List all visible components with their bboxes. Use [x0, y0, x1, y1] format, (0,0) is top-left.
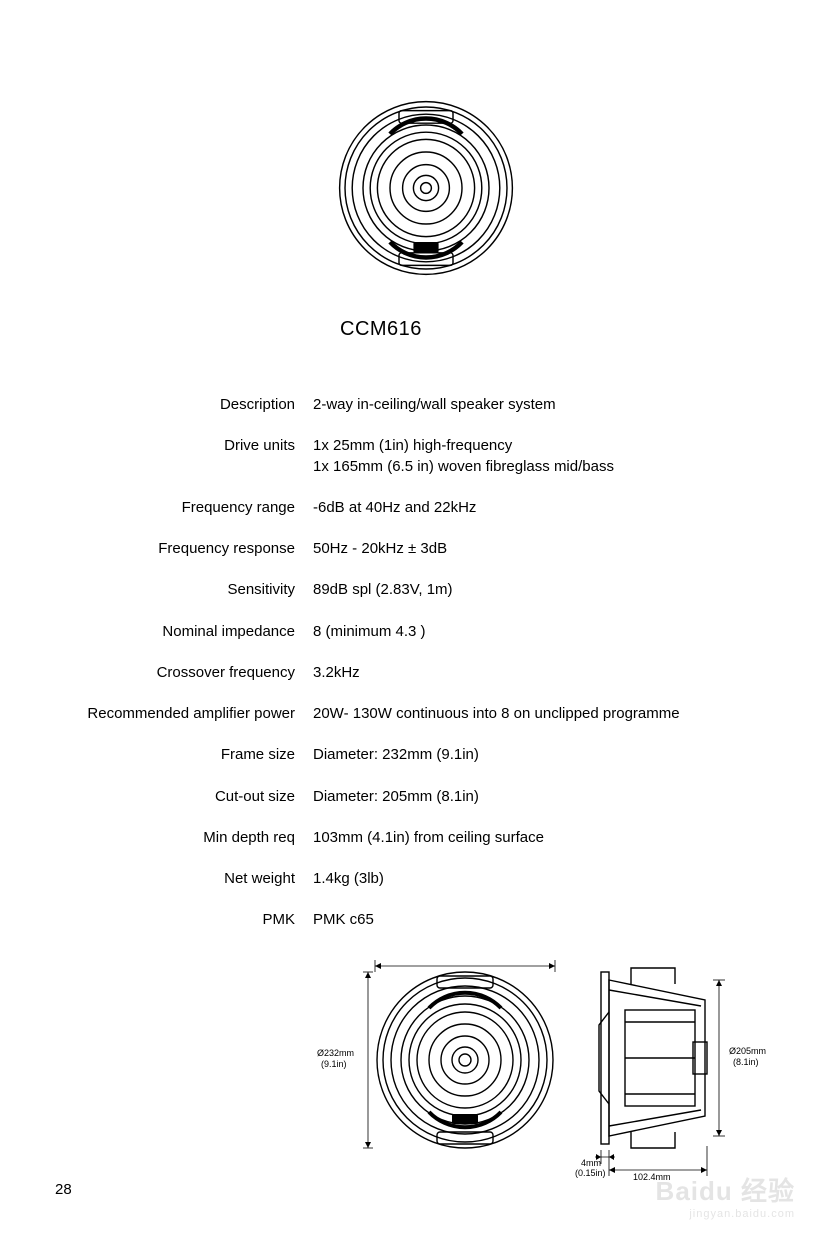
spec-label: PMK — [30, 910, 313, 930]
flange-depth-label: 4mm — [581, 1158, 601, 1168]
page-number: 28 — [55, 1181, 72, 1198]
spec-table: Description2-way in-ceiling/wall speaker… — [30, 395, 810, 931]
spec-label: Min depth req — [30, 828, 313, 848]
spec-row: Nominal impedance8 (minimum 4.3 ) — [30, 622, 810, 642]
spec-value: 89dB spl (2.83V, 1m) — [313, 580, 810, 600]
spec-row: Cut-out sizeDiameter: 205mm (8.1in) — [30, 787, 810, 807]
spec-label: Crossover frequency — [30, 663, 313, 683]
spec-value: 1x 25mm (1in) high-frequency 1x 165mm (6… — [313, 436, 810, 477]
spec-label: Recommended amplifier power — [30, 704, 313, 724]
spec-row: Net weight1.4kg (3lb) — [30, 869, 810, 889]
spec-label: Net weight — [30, 869, 313, 889]
spec-value: 3.2kHz — [313, 663, 810, 683]
spec-label: Cut-out size — [30, 787, 313, 807]
watermark: Baidu 经验 jingyan.baidu.com — [656, 1171, 795, 1220]
spec-label: Nominal impedance — [30, 622, 313, 642]
spec-label: Frequency range — [30, 498, 313, 518]
spec-value: Diameter: 205mm (8.1in) — [313, 787, 810, 807]
spec-value: -6dB at 40Hz and 22kHz — [313, 498, 810, 518]
spec-label: Sensitivity — [30, 580, 313, 600]
cutout-dia-in-label: (8.1in) — [733, 1057, 759, 1067]
spec-row: Frame sizeDiameter: 232mm (9.1in) — [30, 745, 810, 765]
spec-value: 8 (minimum 4.3 ) — [313, 622, 810, 642]
spec-value: 1.4kg (3lb) — [313, 869, 810, 889]
spec-label: Drive units — [30, 436, 313, 456]
frame-dia-label: Ø232mm — [317, 1048, 354, 1058]
spec-value: 50Hz - 20kHz ± 3dB — [313, 539, 810, 559]
dimension-diagrams: Ø232mm (9.1in) — [295, 950, 785, 1180]
spec-row: Drive units1x 25mm (1in) high-frequency … — [30, 436, 810, 477]
spec-value: 2-way in-ceiling/wall speaker system — [313, 395, 810, 415]
spec-value: 20W- 130W continuous into 8 on unclipped… — [313, 704, 810, 724]
spec-row: Recommended amplifier power20W- 130W con… — [30, 704, 810, 724]
spec-row: PMKPMK c65 — [30, 910, 810, 930]
spec-row: Sensitivity89dB spl (2.83V, 1m) — [30, 580, 810, 600]
spec-value: Diameter: 232mm (9.1in) — [313, 745, 810, 765]
flange-depth-in-label: (0.15in) — [575, 1168, 606, 1178]
spec-label: Frequency response — [30, 539, 313, 559]
spec-row: Min depth req103mm (4.1in) from ceiling … — [30, 828, 810, 848]
spec-row: Frequency response50Hz - 20kHz ± 3dB — [30, 539, 810, 559]
cutout-dia-label: Ø205mm — [729, 1046, 766, 1056]
spec-value: 103mm (4.1in) from ceiling surface — [313, 828, 810, 848]
spec-label: Description — [30, 395, 313, 415]
speaker-front-illustration — [336, 98, 516, 278]
watermark-brand: Baidu 经验 — [656, 1171, 795, 1208]
frame-dia-in-label: (9.1in) — [321, 1059, 347, 1069]
spec-row: Description2-way in-ceiling/wall speaker… — [30, 395, 810, 415]
model-title: CCM616 — [340, 318, 795, 341]
spec-label: Frame size — [30, 745, 313, 765]
spec-row: Frequency range-6dB at 40Hz and 22kHz — [30, 498, 810, 518]
spec-value: PMK c65 — [313, 910, 810, 930]
spec-row: Crossover frequency3.2kHz — [30, 663, 810, 683]
watermark-url: jingyan.baidu.com — [656, 1208, 795, 1220]
